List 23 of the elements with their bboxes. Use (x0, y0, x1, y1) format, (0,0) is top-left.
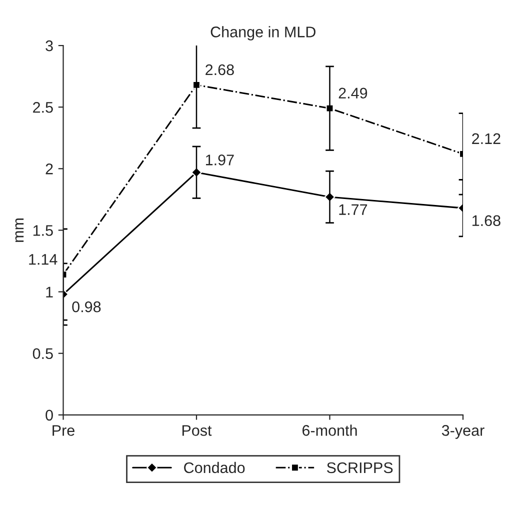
data-label: 1.68 (472, 215, 500, 226)
data-label: 2.12 (472, 133, 500, 144)
x-tick-label: Pre (52, 425, 74, 436)
y-axis-title: mm (15, 218, 24, 242)
data-label: 1.97 (206, 154, 234, 166)
legend-label: Condado (184, 462, 245, 474)
data-label: 2.49 (338, 88, 368, 99)
x-tick-label: 3-year (442, 425, 484, 439)
y-tick-label: 1.5 (33, 225, 53, 236)
legend-label: SCRIPPS (326, 462, 393, 474)
data-label: 0.98 (72, 301, 101, 312)
y-tick-label: 0 (46, 410, 53, 421)
data-label: 1.77 (339, 204, 368, 215)
data-label: 1.14 (29, 254, 58, 265)
chart-title: Change in MLD (210, 26, 316, 40)
y-tick-label: 1 (46, 286, 53, 298)
y-tick-label: 0.5 (32, 348, 53, 360)
y-tick-label: 3 (46, 40, 53, 52)
x-tick-label: 6-month (302, 424, 357, 436)
data-label: 2.68 (206, 64, 234, 76)
x-tick-label: Post (182, 425, 212, 436)
y-tick-label: 2.5 (33, 102, 53, 113)
y-tick-label: 2 (46, 164, 53, 174)
